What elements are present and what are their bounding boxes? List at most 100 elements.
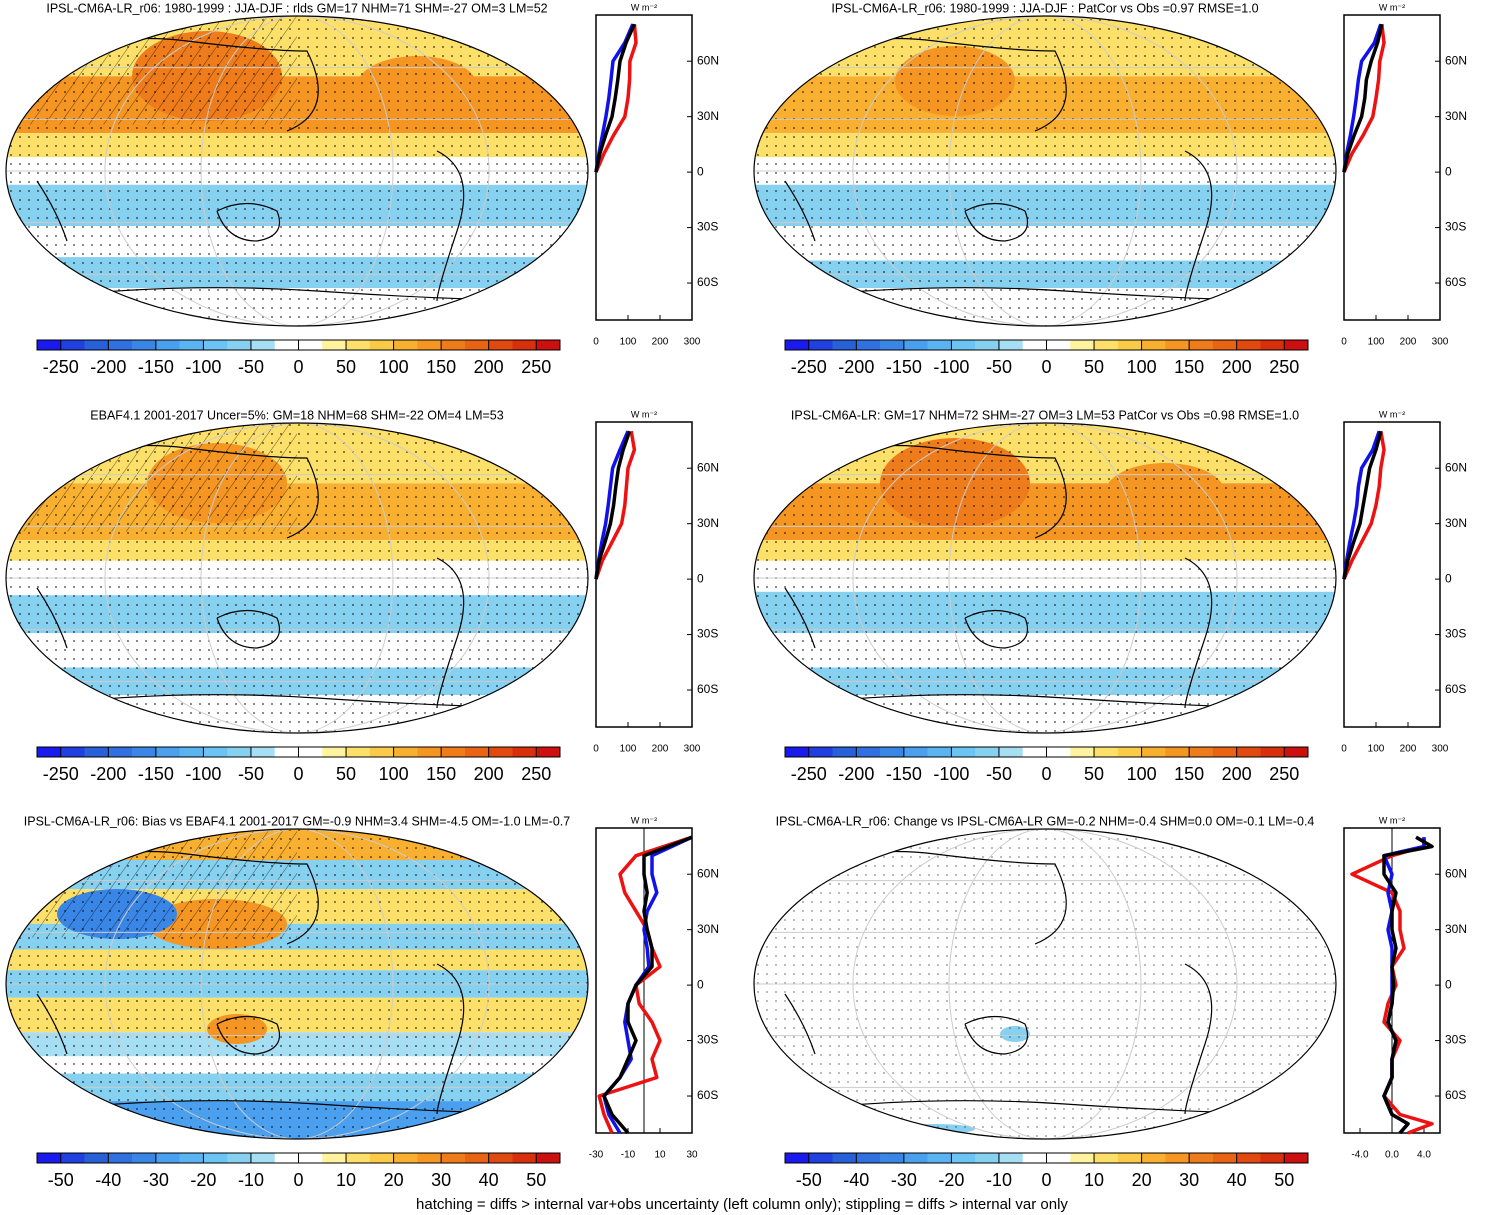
colorbar-segment — [488, 1153, 513, 1163]
x-tick-label: 4.0 — [1417, 1150, 1431, 1161]
colorbar-tick-label: -50 — [238, 357, 264, 377]
panel-title: EBAF4.1 2001-2017 Uncer=5%: GM=18 NHM=68… — [90, 408, 503, 422]
x-tick-label: 0.0 — [1385, 1150, 1399, 1161]
colorbar-segment — [1260, 747, 1285, 757]
colorbar-segment — [417, 747, 442, 757]
colorbar-segment — [37, 1153, 62, 1163]
y-tick-label: 60N — [1445, 53, 1467, 67]
colorbar-tick-label: -50 — [796, 1170, 822, 1190]
colorbar-tick-label: 100 — [379, 764, 409, 784]
coastline — [16, 37, 568, 302]
map-blob — [825, 834, 905, 854]
y-tick-label: 60S — [697, 275, 718, 289]
colorbar-segment — [1141, 747, 1166, 757]
colorbar-tick-label: 0 — [1041, 1170, 1051, 1190]
colorbar-segment — [1046, 747, 1071, 757]
colorbar-tick-label: 150 — [1174, 764, 1204, 784]
colorbar-segment — [203, 340, 228, 350]
colorbar-tick-label: -50 — [986, 357, 1012, 377]
y-tick-label: 0 — [1445, 571, 1452, 585]
colorbar-segment — [464, 747, 489, 757]
colorbar-tick-label: 150 — [1174, 357, 1204, 377]
colorbar-tick-label: -250 — [791, 357, 827, 377]
colorbar-segment — [1046, 340, 1071, 350]
colorbar-segment — [1117, 340, 1142, 350]
colorbar-tick-label: 50 — [1084, 357, 1104, 377]
profile-line — [1342, 430, 1383, 580]
profile-units: W m⁻² — [1379, 815, 1405, 825]
colorbar-tick-label: -200 — [838, 357, 874, 377]
colorbar-segment — [1022, 1153, 1047, 1163]
colorbar-segment — [203, 747, 228, 757]
y-tick-label: 30N — [1445, 922, 1467, 936]
colorbar-segment — [488, 340, 513, 350]
profile-line — [594, 24, 638, 173]
x-tick-label: 0 — [1341, 337, 1347, 348]
colorbar-segment — [60, 1153, 85, 1163]
colorbar-segment — [856, 747, 881, 757]
colorbar-tick-label: 10 — [336, 1170, 356, 1190]
colorbar-tick-label: 20 — [384, 1170, 404, 1190]
colorbar-segment — [1236, 340, 1261, 350]
panel: IPSL-CM6A-LR_r06: Change vs IPSL-CM6A-LR… — [753, 814, 1467, 1190]
y-tick-label: 30N — [697, 922, 719, 936]
colorbar-segment — [132, 1153, 157, 1163]
panel: EBAF4.1 2001-2017 Uncer=5%: GM=18 NHM=68… — [5, 408, 719, 784]
colorbar-segment — [132, 340, 157, 350]
map — [754, 423, 1336, 733]
profile-units: W m⁻² — [1379, 409, 1405, 419]
colorbar-tick-label: -20 — [190, 1170, 216, 1190]
panel-title: IPSL-CM6A-LR_r06: 1980-1999 : JJA-DJF : … — [831, 1, 1258, 15]
map-border — [753, 422, 1337, 734]
colorbar-segment — [975, 1153, 1000, 1163]
x-tick-label: 200 — [1400, 744, 1417, 755]
colorbar-segment — [1189, 340, 1214, 350]
colorbar-segment — [227, 340, 252, 350]
meridian — [852, 829, 1238, 1139]
coastline — [764, 444, 1316, 709]
colorbar-segment — [179, 340, 204, 350]
colorbar-segment — [951, 1153, 976, 1163]
profile-line — [594, 430, 632, 580]
colorbar-segment — [441, 340, 466, 350]
colorbar-segment — [250, 340, 276, 350]
profile-line — [1382, 835, 1434, 1135]
colorbar-tick-label: -150 — [138, 357, 174, 377]
profile-line — [1342, 23, 1384, 173]
x-tick-label: 100 — [620, 744, 637, 755]
colorbar-tick-label: 200 — [474, 764, 504, 784]
colorbar-tick-label: -150 — [138, 764, 174, 784]
y-tick-label: 60N — [697, 866, 719, 880]
y-tick-label: 60S — [1445, 682, 1466, 696]
colorbar-segment — [903, 340, 928, 350]
footnote: hatching = diffs > internal var+obs unce… — [416, 1196, 1068, 1213]
y-tick-label: 0 — [697, 164, 704, 178]
profile-frame — [595, 14, 693, 321]
colorbar-segment — [1022, 340, 1047, 350]
colorbar-segment — [1022, 747, 1047, 757]
colorbar-segment — [417, 1153, 442, 1163]
colorbar-tick-label: -100 — [185, 357, 221, 377]
colorbar-segment — [808, 747, 833, 757]
colorbar-segment — [785, 1153, 810, 1163]
x-tick-label: 300 — [1432, 744, 1449, 755]
y-tick-label: 60S — [1445, 1088, 1466, 1102]
colorbar-tick-label: -250 — [43, 357, 79, 377]
colorbar-segment — [832, 747, 857, 757]
colorbar-segment — [274, 340, 299, 350]
colorbar-tick-label: 250 — [1269, 764, 1299, 784]
map-border — [753, 15, 1337, 327]
colorbar-tick-label: 250 — [521, 764, 551, 784]
colorbar-segment — [488, 747, 513, 757]
y-tick-label: 0 — [697, 977, 704, 991]
colorbar-segment — [441, 747, 466, 757]
colorbar-segment — [250, 1153, 276, 1163]
y-tick-label: 30S — [697, 627, 718, 641]
colorbar-segment — [464, 340, 489, 350]
x-tick-label: -30 — [589, 1150, 604, 1161]
meridian — [948, 16, 1142, 326]
y-tick-label: 0 — [697, 571, 704, 585]
coastline — [16, 850, 568, 1115]
y-tick-label: 30N — [1445, 516, 1467, 530]
colorbar-segment — [393, 1153, 418, 1163]
